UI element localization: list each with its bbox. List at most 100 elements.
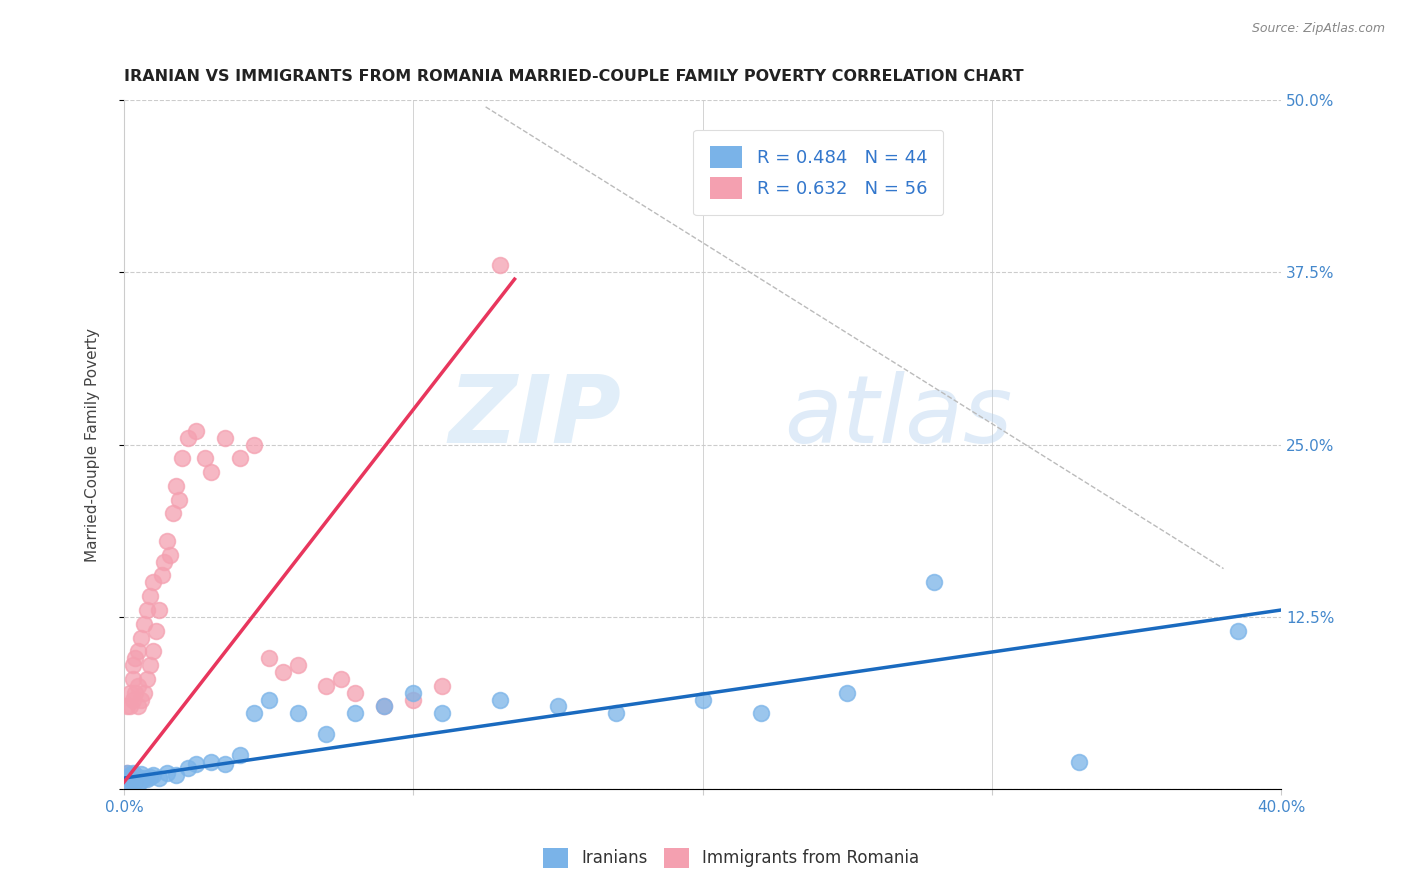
Point [142, 644, 165, 658]
Point [176, 431, 198, 445]
Point [257, 651, 280, 665]
Point [547, 699, 569, 714]
Point [121, 771, 143, 785]
Point [136, 603, 159, 617]
Point [243, 437, 266, 451]
Point [127, 644, 149, 658]
Point [136, 672, 159, 686]
Point [749, 706, 772, 721]
Point [127, 699, 149, 714]
Point [115, 775, 138, 789]
Point [167, 492, 190, 507]
Point [156, 765, 179, 780]
Point [214, 757, 236, 772]
Point [150, 568, 173, 582]
Point [124, 773, 146, 788]
Point [170, 451, 193, 466]
Point [271, 665, 294, 679]
Point [186, 757, 208, 772]
Point [127, 679, 149, 693]
Point [315, 679, 337, 693]
Point [344, 686, 367, 700]
Text: atlas: atlas [783, 371, 1012, 462]
Point [118, 686, 141, 700]
Point [373, 699, 395, 714]
Point [194, 451, 217, 466]
Text: ZIP: ZIP [449, 371, 621, 463]
Point [402, 692, 425, 706]
Point [115, 699, 138, 714]
Point [200, 465, 222, 479]
Point [121, 765, 143, 780]
Point [115, 765, 138, 780]
Point [257, 692, 280, 706]
Legend: R = 0.484   N = 44, R = 0.632   N = 56: R = 0.484 N = 44, R = 0.632 N = 56 [693, 129, 943, 215]
Point [115, 765, 138, 780]
Point [373, 699, 395, 714]
Point [228, 747, 250, 762]
Point [134, 686, 156, 700]
Point [127, 777, 149, 791]
Point [148, 603, 170, 617]
Point [287, 658, 309, 673]
Point [228, 451, 250, 466]
Point [344, 706, 367, 721]
Point [121, 692, 143, 706]
Point [214, 431, 236, 445]
Point [134, 771, 156, 785]
Point [605, 706, 627, 721]
Point [121, 658, 143, 673]
Point [176, 762, 198, 776]
Point [186, 424, 208, 438]
Point [432, 706, 454, 721]
Point [118, 768, 141, 782]
Point [200, 755, 222, 769]
Point [129, 767, 152, 781]
Point [134, 616, 156, 631]
Point [329, 672, 352, 686]
Point [287, 706, 309, 721]
Point [118, 778, 141, 792]
Point [124, 686, 146, 700]
Point [129, 631, 152, 645]
Point [489, 692, 512, 706]
Point [489, 258, 512, 272]
Point [129, 692, 152, 706]
Point [124, 651, 146, 665]
Point [115, 771, 138, 785]
Point [922, 575, 945, 590]
Point [145, 624, 167, 638]
Point [837, 686, 859, 700]
Point [315, 727, 337, 741]
Point [118, 771, 141, 785]
Point [156, 534, 179, 549]
Point [127, 770, 149, 784]
Point [148, 771, 170, 785]
Point [142, 575, 165, 590]
Point [165, 768, 187, 782]
Point [121, 768, 143, 782]
Point [142, 768, 165, 782]
Point [136, 772, 159, 787]
Point [115, 771, 138, 785]
Text: Source: ZipAtlas.com: Source: ZipAtlas.com [1251, 22, 1385, 36]
Point [1067, 755, 1090, 769]
Point [692, 692, 714, 706]
Point [243, 706, 266, 721]
Text: IRANIAN VS IMMIGRANTS FROM ROMANIA MARRIED-COUPLE FAMILY POVERTY CORRELATION CHA: IRANIAN VS IMMIGRANTS FROM ROMANIA MARRI… [124, 69, 1024, 84]
Point [402, 686, 425, 700]
Point [139, 770, 162, 784]
Point [139, 589, 162, 603]
Point [1227, 624, 1250, 638]
Point [124, 775, 146, 789]
Point [118, 699, 141, 714]
Point [129, 773, 152, 788]
Point [162, 507, 184, 521]
Point [139, 658, 162, 673]
Point [115, 775, 138, 789]
Point [118, 775, 141, 789]
Point [153, 555, 176, 569]
Point [124, 768, 146, 782]
Point [432, 679, 454, 693]
Point [115, 768, 138, 782]
